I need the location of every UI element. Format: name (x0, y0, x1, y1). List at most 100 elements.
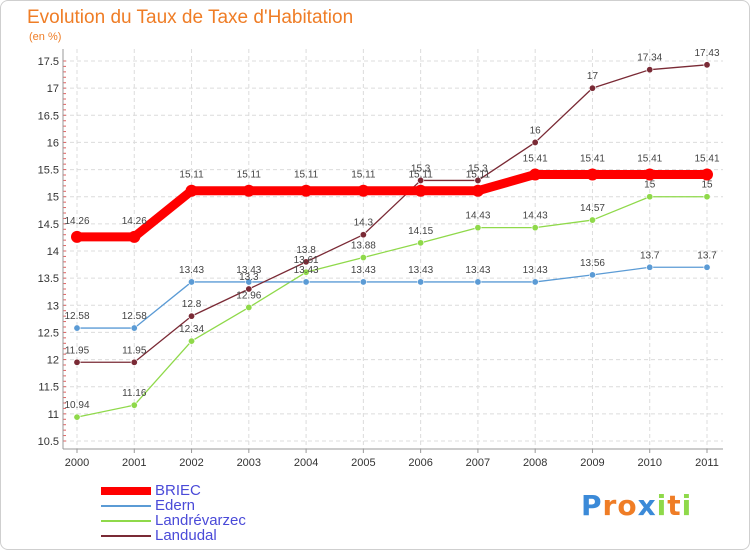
data-label: 13.43 (523, 265, 548, 276)
data-point (646, 66, 654, 74)
data-point (300, 184, 313, 197)
data-label: 11.95 (65, 345, 90, 356)
x-tick-label: 2007 (466, 457, 490, 469)
data-labels: 14.26 14.26 15.11 15.11 15.11 15.11 15.11 15.11… (64, 48, 719, 411)
data-point (302, 268, 310, 276)
legend-label: Landudal (155, 527, 217, 544)
data-point (417, 176, 425, 184)
data-point (73, 413, 81, 421)
data-point (359, 254, 367, 262)
data-point (588, 271, 596, 279)
data-point (417, 278, 425, 286)
data-label: 15.11 (466, 170, 491, 181)
y-tick-label: 16.5 (38, 110, 59, 122)
logo-letter: t (667, 489, 682, 522)
data-label: 12.58 (122, 311, 147, 322)
data-label: 17 (587, 71, 599, 82)
data-point (417, 239, 425, 247)
data-label: 16 (530, 125, 542, 136)
y-tick-label: 14 (47, 246, 59, 258)
data-label: 11.95 (122, 345, 147, 356)
data-point (188, 337, 196, 345)
data-point (588, 216, 596, 224)
x-tick-label: 2002 (179, 457, 203, 469)
data-label: 12.34 (179, 324, 204, 335)
data-label: 15.11 (179, 170, 204, 181)
y-tick-label: 11 (48, 409, 59, 421)
data-point (73, 324, 81, 332)
data-label: 13.7 (640, 250, 660, 261)
data-label: 15.3 (411, 163, 431, 174)
data-point (703, 61, 711, 69)
data-point (474, 176, 482, 184)
data-label: 13.61 (294, 255, 319, 266)
data-point (646, 193, 654, 201)
legend-item: Edern (101, 497, 301, 514)
data-point (531, 278, 539, 286)
y-tick-label: 15.5 (38, 165, 59, 177)
data-label: 13.43 (179, 265, 204, 276)
data-label: 15.11 (294, 170, 319, 181)
y-tick-label: 17.5 (38, 56, 59, 68)
logo-letter: i (681, 489, 693, 522)
data-point (302, 258, 310, 266)
data-label: 14.43 (465, 211, 490, 222)
data-point (531, 224, 539, 232)
series-line-2 (76, 196, 708, 418)
legend-swatch (101, 505, 151, 507)
series-line-3 (76, 64, 708, 363)
data-point (128, 230, 141, 243)
x-tick-label: 2008 (523, 457, 547, 469)
data-point (242, 184, 255, 197)
data-point (245, 303, 253, 311)
data-label: 13.43 (351, 265, 376, 276)
data-label: 13.88 (351, 241, 376, 252)
data-point (359, 231, 367, 239)
data-label: 15.3 (468, 163, 488, 174)
chart-title: Evolution du Taux de Taxe d'Habitation (27, 7, 354, 28)
data-point (130, 324, 138, 332)
x-tick-label: 2005 (351, 457, 375, 469)
data-label: 14.57 (580, 203, 605, 214)
data-point (73, 358, 81, 366)
y-tick-label: 17 (47, 83, 59, 95)
data-label: 13.8 (296, 245, 316, 256)
data-point (188, 278, 196, 286)
data-point (185, 184, 198, 197)
logo-letter: r (602, 489, 618, 522)
legend-item: BRIEC (101, 482, 301, 499)
data-label: 13.43 (294, 265, 319, 276)
chart-subtitle: (en %) (29, 31, 62, 43)
y-tick-label: 13.5 (38, 273, 59, 285)
data-label: 13.56 (580, 258, 605, 269)
plot-area (63, 49, 723, 449)
x-tick-label: 2003 (237, 457, 261, 469)
data-label: 13.7 (697, 250, 717, 261)
legend: BRIEC Edern Landrévarzec Landudal (101, 482, 301, 544)
data-point (245, 285, 253, 293)
data-point (302, 278, 310, 286)
data-point (701, 168, 713, 181)
data-label: 14.26 (122, 216, 147, 227)
data-label: 12.96 (236, 290, 261, 301)
legend-label: BRIEC (155, 482, 201, 499)
x-tick-label: 2011 (695, 457, 719, 469)
data-point (245, 278, 253, 286)
data-point (357, 184, 370, 197)
y-tick-label: 10.5 (38, 436, 59, 448)
data-label: 14.3 (354, 218, 374, 229)
data-label: 15.41 (580, 153, 605, 164)
legend-label: Edern (155, 497, 196, 514)
logo-letter: P (581, 489, 603, 522)
data-label: 15 (701, 180, 713, 191)
data-label: 15.41 (523, 153, 548, 164)
data-label: 13.43 (408, 265, 433, 276)
data-label: 15.11 (351, 170, 376, 181)
data-point (130, 401, 138, 409)
legend-swatch (101, 535, 151, 537)
x-tick-label: 2000 (65, 457, 89, 469)
x-tick-label: 2009 (580, 457, 604, 469)
y-tick-label: 15 (47, 192, 59, 204)
data-label: 15.41 (637, 153, 662, 164)
